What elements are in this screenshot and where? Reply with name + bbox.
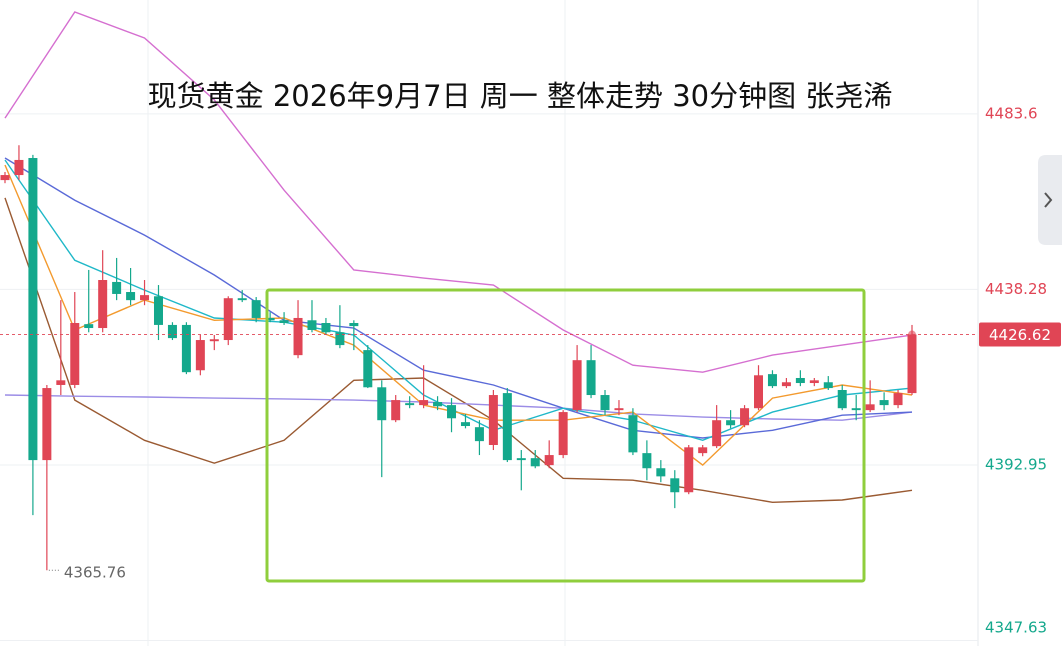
candle-body	[433, 402, 443, 407]
candle-body	[307, 320, 317, 330]
candle-body	[265, 317, 275, 321]
chart-title: 现货黄金 2026年9月7日 周一 整体走势 30分钟图 张尧浠	[148, 79, 893, 113]
candle-body	[642, 453, 652, 469]
y-tick-label: 4347.63	[985, 619, 1047, 637]
candle-body	[349, 323, 359, 327]
highlight-box	[265, 288, 866, 583]
candle-body	[754, 375, 764, 409]
candle-body	[28, 158, 38, 461]
indicator-line	[4, 159, 913, 442]
candle-body	[600, 395, 610, 411]
price-tag-label: 4426.62	[989, 326, 1051, 344]
candle-body	[656, 468, 666, 477]
candle-body	[837, 390, 847, 409]
y-tick-label: 4392.95	[985, 455, 1047, 473]
candle-body	[140, 295, 150, 301]
candle-body	[544, 455, 554, 466]
candle-body	[126, 292, 136, 301]
candle-body	[558, 412, 568, 456]
candle-body	[670, 478, 680, 493]
candle-body	[516, 458, 526, 461]
candle-body	[363, 350, 373, 388]
candle-body	[167, 324, 177, 339]
candle-body	[84, 324, 94, 329]
y-tick-label: 4438.28	[985, 280, 1047, 298]
candle-body	[684, 447, 694, 493]
candle-body	[767, 374, 777, 387]
y-tick-label: 4483.6	[985, 104, 1038, 122]
candle-body	[251, 300, 261, 318]
candle-body	[781, 382, 791, 387]
candle-body	[502, 393, 512, 461]
candle-body	[153, 296, 163, 325]
candle-body	[293, 317, 303, 356]
candle-body	[726, 420, 736, 426]
candle-body	[712, 420, 722, 447]
candle-body	[112, 281, 122, 294]
candle-body	[56, 380, 66, 385]
candle-body	[740, 408, 750, 426]
candle-body	[865, 404, 875, 411]
indicator-line	[4, 197, 913, 504]
candle-body	[377, 387, 387, 421]
candle-body	[419, 400, 429, 406]
candle-body	[209, 339, 219, 342]
candle-body	[181, 324, 191, 373]
indicator-line	[4, 164, 913, 467]
candle-body	[0, 175, 10, 181]
candle-body	[628, 415, 638, 453]
candle-body	[795, 377, 805, 384]
candle-body	[279, 320, 289, 323]
low-label: 4365.76	[64, 564, 126, 582]
candle-body	[823, 382, 833, 389]
candle-body	[851, 408, 861, 411]
price-dot	[908, 330, 916, 339]
candle-body	[879, 400, 889, 406]
candle-body	[14, 159, 24, 176]
candle-body	[809, 380, 819, 384]
candle-body	[893, 393, 903, 406]
plot: 4347.63 4392.95 4438.28 4483.6 4365.76 4426.6…	[0, 11, 1061, 641]
indicator-line	[4, 11, 913, 373]
candle-body	[907, 334, 917, 394]
candle-body	[195, 340, 205, 371]
candle-body	[572, 360, 582, 411]
candle-body	[237, 298, 247, 301]
candle-body	[70, 323, 80, 385]
price-tag	[979, 322, 1061, 347]
candle-body	[488, 395, 498, 445]
candle-body	[530, 458, 540, 467]
indicator-line	[4, 157, 913, 439]
candle-body	[335, 332, 345, 346]
candle-body	[698, 447, 708, 454]
candle-body	[321, 323, 331, 333]
candle-body	[447, 405, 457, 419]
candle-body	[98, 280, 108, 329]
candle-body	[586, 360, 596, 396]
side-tab-arrow[interactable]	[1044, 192, 1053, 208]
candle-body	[391, 400, 401, 421]
candle-body	[614, 408, 624, 411]
candle-body	[405, 403, 415, 406]
indicator-line	[4, 394, 913, 421]
candle-body	[42, 388, 52, 461]
candle-body	[460, 422, 470, 427]
candle-body	[474, 427, 484, 442]
candle-body	[223, 298, 233, 341]
